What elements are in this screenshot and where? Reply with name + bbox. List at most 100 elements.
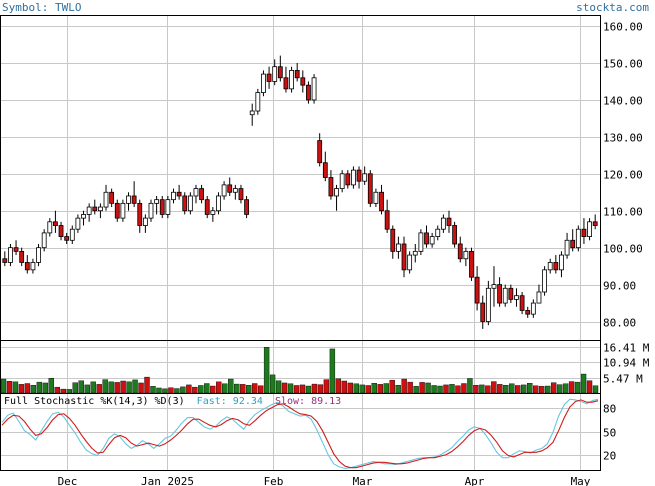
volume-bar bbox=[269, 374, 276, 394]
volume-tick-label: 5.47 M bbox=[603, 373, 643, 386]
stochastic-label: Full Stochastic %K(14,3) %D(3) bbox=[4, 396, 185, 407]
volume-bar bbox=[281, 382, 288, 394]
volume-bar bbox=[533, 385, 539, 394]
volume-bar bbox=[6, 381, 13, 394]
volume-bar bbox=[234, 383, 240, 394]
volume-bar bbox=[449, 384, 455, 394]
volume-bar bbox=[174, 388, 180, 394]
volume-bar bbox=[156, 387, 162, 394]
price-tick-label: 110.00 bbox=[603, 206, 643, 219]
volume-bar bbox=[293, 385, 300, 394]
candle-up bbox=[435, 228, 441, 237]
candle-up bbox=[249, 110, 255, 116]
candle-down bbox=[277, 66, 283, 79]
volume-bar bbox=[24, 383, 31, 394]
candle-down bbox=[176, 191, 182, 197]
volume-bar bbox=[443, 384, 449, 394]
candle-down bbox=[137, 202, 143, 226]
volume-bar bbox=[12, 381, 19, 394]
candle-up bbox=[187, 195, 193, 212]
candle-up bbox=[148, 202, 154, 219]
candle-up bbox=[165, 199, 171, 215]
volume-bar bbox=[84, 384, 90, 394]
candle-up bbox=[232, 188, 238, 193]
volume-bar bbox=[556, 384, 563, 394]
volume-bar bbox=[401, 378, 407, 394]
volume-bar bbox=[18, 384, 25, 394]
volume-bar bbox=[30, 384, 37, 394]
candle-up bbox=[103, 191, 109, 208]
volume-bar bbox=[180, 386, 186, 394]
volume-bar bbox=[389, 379, 395, 394]
volume-bar bbox=[407, 381, 413, 394]
candle-up bbox=[440, 217, 446, 230]
candle-down bbox=[401, 243, 407, 271]
price-tick-label: 100.00 bbox=[603, 243, 643, 256]
volume-bar bbox=[48, 378, 55, 394]
candle-up bbox=[216, 195, 221, 212]
volume-bar bbox=[36, 381, 43, 394]
price-candles bbox=[2, 55, 598, 329]
volume-bar bbox=[365, 385, 371, 394]
volume-bar bbox=[120, 380, 126, 394]
volume-tick-label: 16.41 M bbox=[603, 342, 650, 355]
candle-up bbox=[126, 195, 131, 204]
candle-down bbox=[367, 173, 373, 204]
candle-up bbox=[514, 295, 519, 300]
candle-down bbox=[283, 77, 289, 90]
price-tick-label: 120.00 bbox=[603, 169, 643, 182]
volume-tick-label: 10.94 M bbox=[603, 357, 650, 370]
candle-down bbox=[525, 310, 531, 315]
candle-down bbox=[2, 258, 8, 263]
candle-down bbox=[424, 232, 429, 245]
candle-up bbox=[502, 287, 508, 304]
candle-up bbox=[564, 239, 570, 256]
price-tick-label: 90.00 bbox=[603, 280, 636, 293]
candle-down bbox=[474, 276, 480, 304]
candle-down bbox=[452, 225, 458, 245]
volume-bar bbox=[72, 382, 78, 394]
volume-bar bbox=[479, 384, 485, 394]
candle-down bbox=[227, 184, 233, 193]
candle-up bbox=[47, 221, 53, 234]
volume-bar bbox=[580, 373, 587, 394]
volume-bar bbox=[329, 348, 336, 394]
candle-up bbox=[395, 243, 401, 252]
candle-down bbox=[24, 262, 30, 271]
stochastic-tick-label: 20 bbox=[603, 450, 616, 463]
stochastic-legend: Full Stochastic %K(14,3) %D(3) Fast: 92.… bbox=[4, 396, 341, 407]
candle-up bbox=[373, 191, 379, 204]
volume-bar bbox=[168, 387, 174, 394]
candle-down bbox=[345, 173, 351, 186]
candle-down bbox=[182, 195, 188, 212]
volume-bar bbox=[467, 378, 473, 394]
candle-down bbox=[114, 202, 120, 219]
volume-bar bbox=[239, 384, 246, 394]
volume-bar bbox=[419, 382, 425, 394]
candle-down bbox=[13, 247, 19, 252]
candle-down bbox=[19, 250, 25, 263]
volume-bar bbox=[341, 380, 348, 394]
volume-bar bbox=[347, 382, 354, 394]
volume-bar bbox=[377, 384, 383, 394]
volume-bar bbox=[485, 385, 491, 394]
volume-bar bbox=[204, 383, 210, 394]
candle-up bbox=[272, 66, 278, 82]
volume-bar bbox=[509, 383, 515, 394]
candle-up bbox=[485, 287, 491, 322]
candle-down bbox=[300, 77, 306, 86]
volume-bar bbox=[90, 381, 96, 394]
x-tick-label: Apr bbox=[465, 475, 485, 486]
slow-stochastic-line bbox=[1, 399, 599, 469]
price-tick-label: 130.00 bbox=[603, 132, 643, 145]
candle-up bbox=[536, 291, 542, 304]
candle-down bbox=[58, 225, 64, 237]
candle-up bbox=[154, 199, 160, 204]
volume-bar bbox=[275, 380, 282, 394]
candle-up bbox=[575, 228, 581, 249]
stochastic-tick-label: 50 bbox=[603, 427, 616, 440]
candle-down bbox=[266, 73, 272, 82]
candle-down bbox=[519, 295, 525, 311]
axis-labels: 160.00 150.00 140.00 130.00 120.00 110.00 100.… bbox=[58, 21, 650, 486]
